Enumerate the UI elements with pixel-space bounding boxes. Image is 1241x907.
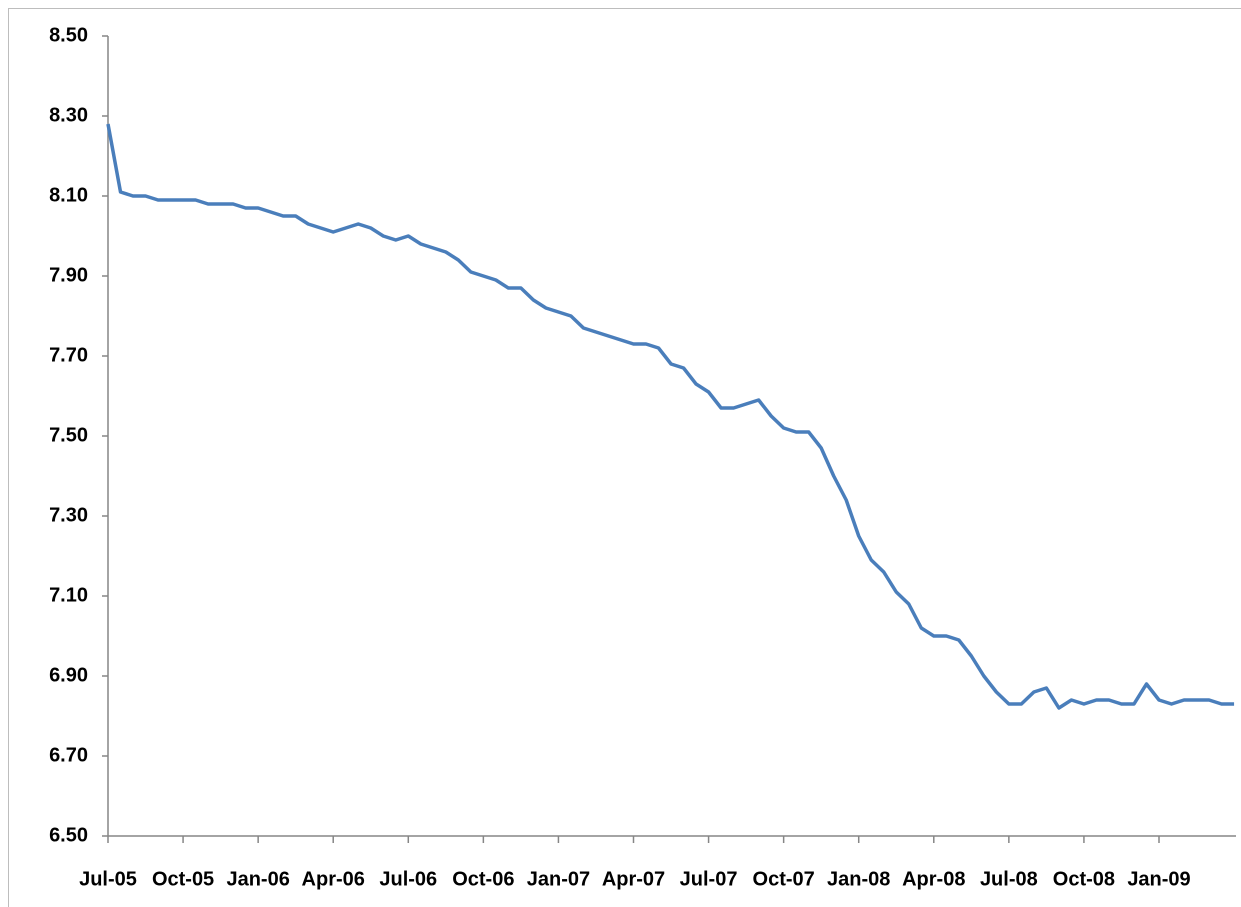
x-tick-label: Apr-06 [302,868,365,890]
y-tick-label: 6.70 [49,744,88,766]
y-tick-label: 8.10 [49,184,88,206]
y-tick-label: 8.30 [49,104,88,126]
x-tick-label: Jan-07 [527,868,590,890]
y-tick-label: 7.30 [49,504,88,526]
x-tick-label: Jan-08 [827,868,890,890]
x-tick-label: Oct-05 [152,868,214,890]
x-tick-label: Jul-05 [79,868,137,890]
y-tick-label: 6.50 [49,824,88,846]
x-tick-label: Oct-06 [452,868,514,890]
x-tick-label: Jan-09 [1127,868,1190,890]
y-tick-label: 8.50 [49,24,88,46]
y-tick-label: 7.70 [49,344,88,366]
y-tick-label: 7.50 [49,424,88,446]
y-tick-label: 6.90 [49,664,88,686]
y-tick-label: 7.90 [49,264,88,286]
x-tick-label: Jan-06 [226,868,289,890]
chart-frame [8,8,1241,907]
x-tick-label: Jul-07 [680,868,738,890]
x-tick-label: Oct-07 [753,868,815,890]
x-tick-label: Apr-07 [602,868,665,890]
x-tick-label: Apr-08 [902,868,965,890]
data-line [106,123,1235,710]
x-tick-label: Jul-08 [980,868,1038,890]
y-tick-label: 7.10 [49,584,88,606]
x-tick-label: Jul-06 [379,868,437,890]
x-tick-label: Oct-08 [1053,868,1115,890]
